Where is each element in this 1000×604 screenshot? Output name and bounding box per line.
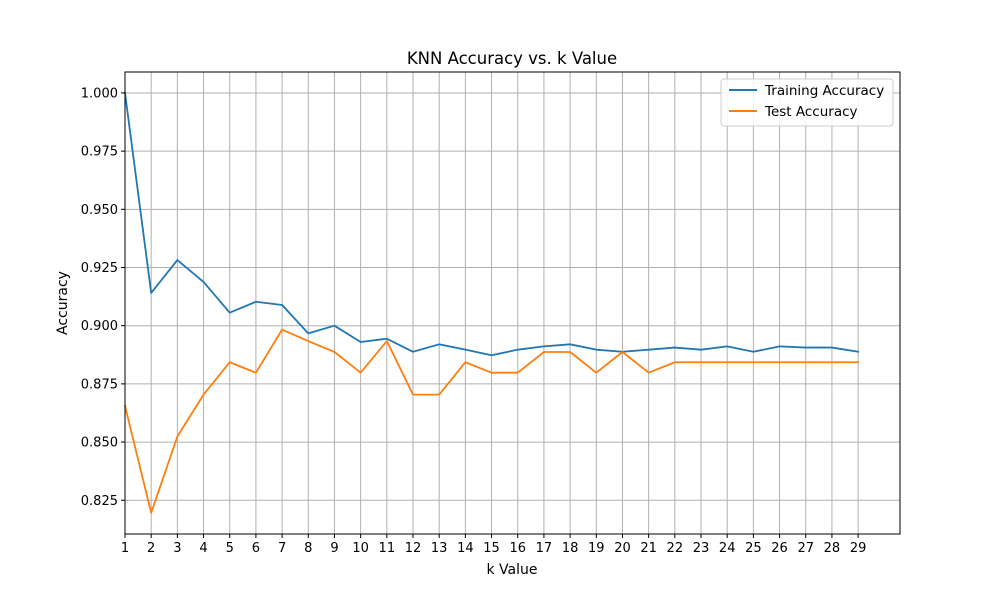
x-tick-label: 28 xyxy=(824,541,841,556)
y-tick-label: 0.825 xyxy=(81,494,118,509)
x-axis-label: k Value xyxy=(486,562,537,578)
x-tick-label: 14 xyxy=(457,541,474,556)
x-tick-label: 22 xyxy=(667,541,684,556)
x-tick-label: 17 xyxy=(536,541,553,556)
series-line-test-accuracy xyxy=(123,328,860,514)
x-tick-label: 6 xyxy=(252,541,260,556)
x-tick-label: 2 xyxy=(147,541,155,556)
x-tick-label: 12 xyxy=(405,541,422,556)
x-tick-label: 4 xyxy=(199,541,207,556)
x-tick-label: 23 xyxy=(693,541,710,556)
x-tick-label: 21 xyxy=(640,541,657,556)
legend-label-training-accuracy: Training Accuracy xyxy=(764,83,884,99)
x-tick-label: 13 xyxy=(431,541,448,556)
x-tick-label: 8 xyxy=(304,541,312,556)
grid xyxy=(124,72,900,534)
x-tick-label: 26 xyxy=(771,541,788,556)
plot-frame xyxy=(124,71,901,535)
chart-title: KNN Accuracy vs. k Value xyxy=(407,49,617,68)
x-tick-label: 5 xyxy=(226,541,234,556)
series-line-training-accuracy xyxy=(123,91,860,357)
legend-label-test-accuracy: Test Accuracy xyxy=(764,104,858,120)
x-axis-ticks: 1 2 3 4 5 6 7 8 9 10 11 12 13 14 15 16 17 18 19 20 21 22 23 24 2… xyxy=(121,534,867,556)
x-tick-label: 27 xyxy=(797,541,814,556)
x-tick-label: 19 xyxy=(588,541,605,556)
x-tick-label: 24 xyxy=(719,541,736,556)
y-axis-label: Accuracy xyxy=(55,271,71,335)
x-tick-label: 10 xyxy=(352,541,369,556)
x-tick-label: 25 xyxy=(745,541,762,556)
y-axis-ticks: 0.825 0.850 0.875 0.900 0.925 0.950 0.975 1.000 xyxy=(81,86,125,509)
x-tick-label: 9 xyxy=(330,541,338,556)
y-tick-label: 0.875 xyxy=(81,377,118,392)
x-tick-label: 7 xyxy=(278,541,286,556)
x-tick-label: 15 xyxy=(483,541,500,556)
y-tick-label: 0.925 xyxy=(81,261,118,276)
y-tick-label: 1.000 xyxy=(81,86,118,101)
y-tick-label: 0.900 xyxy=(81,319,118,334)
legend-box xyxy=(720,78,894,127)
y-tick-label: 0.975 xyxy=(81,145,118,160)
series-lines xyxy=(123,91,860,514)
x-tick-label: 11 xyxy=(379,541,396,556)
x-tick-label: 20 xyxy=(614,541,631,556)
x-tick-label: 3 xyxy=(173,541,181,556)
y-tick-label: 0.850 xyxy=(81,436,118,451)
legend: Training Accuracy Test Accuracy xyxy=(720,78,894,127)
y-tick-label: 0.950 xyxy=(81,203,118,218)
x-tick-label: 29 xyxy=(850,541,867,556)
x-tick-label: 18 xyxy=(562,541,579,556)
x-tick-label: 1 xyxy=(121,541,129,556)
x-tick-label: 16 xyxy=(509,541,526,556)
